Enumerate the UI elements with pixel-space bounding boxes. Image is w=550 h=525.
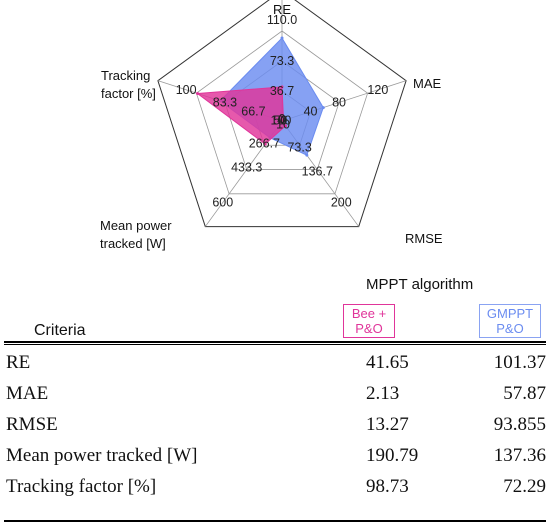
bee-label-line1: Bee +	[351, 306, 387, 321]
radar-grid-ring	[195, 30, 369, 195]
gmppt-value-cell: 101.37	[493, 352, 546, 373]
gmppt-value-cell: 137.36	[493, 445, 546, 466]
radar-tick-label: 100	[271, 113, 292, 127]
gmppt-value-cell: 72.29	[503, 476, 546, 497]
gmppt-value-cell: 57.87	[503, 383, 546, 404]
table-row: Mean power tracked [W] 190.79 137.36	[4, 445, 546, 476]
axis-title-tf-line1: Tracking	[101, 68, 150, 83]
radar-tick-label: 10	[276, 117, 290, 131]
radar-series-point	[321, 106, 325, 110]
bee-value-cell: 98.73	[366, 476, 409, 497]
radar-tick-label: 73.3	[270, 54, 294, 68]
table-row: RE 41.65 101.37	[4, 352, 546, 383]
gmppt-label-line2: P&O	[496, 321, 524, 336]
radar-tick-label: 83.3	[213, 95, 237, 109]
radar-tick-label: 433.3	[231, 161, 262, 175]
gmppt-label-line1: GMPPT	[486, 306, 534, 321]
radar-tick-label: 110.0	[267, 13, 297, 27]
criterion-cell: Tracking factor [%]	[6, 476, 157, 497]
radar-tick-label: 50	[273, 113, 287, 127]
radar-grid-ring	[157, 0, 407, 228]
table-row: RMSE 13.27 93.855	[4, 414, 546, 445]
radar-series-point	[305, 153, 309, 157]
radar-ticks: 036.773.3110.0040801201073.3136.72001002…	[176, 13, 389, 209]
radar-series	[195, 36, 325, 157]
table-rule-bottom	[4, 520, 546, 522]
radar-series-polygon	[196, 86, 287, 145]
radar-tick-label: 266.7	[249, 136, 280, 150]
table-body: RE 41.65 101.37 MAE 2.13 57.87 RMSE 13.2…	[4, 352, 546, 507]
radar-series-point	[263, 142, 267, 146]
axis-title-re: RE	[273, 2, 291, 17]
bee-value-cell: 13.27	[366, 414, 409, 435]
criterion-cell: Mean power tracked [W]	[6, 445, 198, 466]
gmppt-value-cell: 93.855	[493, 414, 546, 435]
radar-tick-label: 600	[212, 196, 233, 210]
radar-series-point	[195, 92, 199, 96]
radar-tick-label: 40	[304, 105, 318, 119]
radar-tick-label: 80	[332, 95, 346, 109]
table-row: Tracking factor [%] 98.73 72.29	[4, 476, 546, 507]
criterion-cell: RMSE	[6, 414, 58, 435]
axis-title-power-line2: tracked [W]	[100, 236, 166, 251]
legend-badge-bee: Bee + P&O	[343, 304, 395, 338]
radar-tick-label: 100	[176, 83, 197, 97]
radar-series-point	[282, 119, 286, 123]
radar-tick-label: 120	[367, 83, 388, 97]
radar-tick-label: 36.7	[270, 84, 294, 98]
radar-chart: 036.773.3110.0040801201073.3136.72001002…	[100, 0, 443, 251]
criterion-cell: MAE	[6, 383, 49, 404]
axis-title-mae: MAE	[413, 76, 442, 91]
radar-series-point	[284, 124, 288, 128]
criterion-cell: RE	[6, 352, 31, 373]
bee-value-cell: 190.79	[366, 445, 419, 466]
radar-tick-label: 136.7	[302, 165, 333, 179]
bee-value-cell: 41.65	[366, 352, 409, 373]
table-group-header: MPPT algorithm	[366, 276, 474, 293]
radar-tick-label: 0	[279, 112, 286, 126]
radar-tick-label: 73.3	[287, 140, 311, 154]
table-rule-top	[4, 341, 546, 343]
radar-tick-label: 0	[280, 113, 287, 127]
axis-title-tf-line2: factor [%]	[101, 86, 156, 101]
radar-series-point	[280, 85, 284, 89]
radar-series-point	[280, 36, 284, 40]
radar-tick-label: 200	[331, 196, 352, 210]
table-row: MAE 2.13 57.87	[4, 383, 546, 414]
bee-label-line2: P&O	[355, 321, 383, 336]
criteria-header: Criteria	[34, 322, 86, 339]
axis-title-rmse: RMSE	[405, 231, 443, 246]
radar-tick-label: 66.7	[241, 105, 265, 119]
bee-value-cell: 2.13	[366, 383, 400, 404]
axis-title-power-line1: Mean power	[100, 218, 172, 233]
legend-badge-gmppt: GMPPT P&O	[479, 304, 541, 338]
table-rule-mid	[4, 344, 546, 345]
